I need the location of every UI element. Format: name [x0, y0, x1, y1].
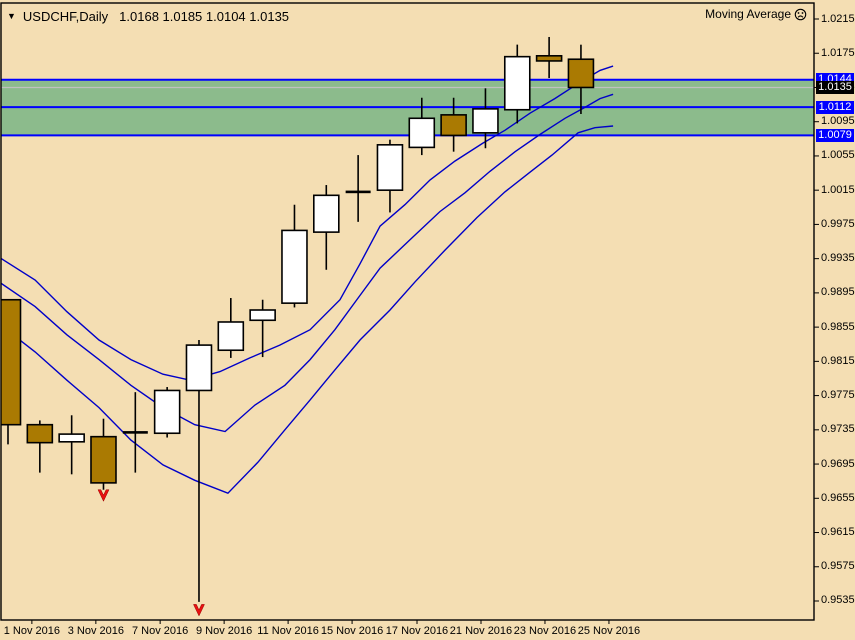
ma-lines-group	[1, 65, 614, 495]
x-axis-label: 7 Nov 2016	[132, 625, 189, 637]
x-axis-label: 15 Nov 2016	[320, 625, 384, 637]
y-axis-label: 0.9815	[821, 354, 855, 367]
candle-body-bull	[153, 389, 181, 435]
x-axis-label: 21 Nov 2016	[449, 625, 513, 637]
x-axis-label: 1 Nov 2016	[3, 625, 60, 637]
y-axis-label: 0.9975	[821, 217, 855, 230]
sell-arrow	[97, 489, 110, 502]
y-axis-label: 0.9655	[821, 491, 855, 504]
symbol-period-label: USDCHF,Daily	[22, 9, 109, 24]
candle-body-bear	[90, 435, 117, 484]
candle-body-bear	[26, 423, 54, 444]
y-axis-label: 1.0055	[821, 149, 855, 162]
ma-middle	[1, 93, 614, 433]
x-axis-label: 25 Nov 2016	[577, 625, 641, 637]
ma-upper	[1, 65, 614, 381]
candle-body-bull	[312, 194, 340, 233]
chart-border	[0, 2, 815, 621]
sell-arrow	[193, 604, 205, 617]
candle-body-bear	[567, 58, 595, 89]
candle-body-bull	[58, 433, 85, 443]
y-axis-label: 0.9895	[821, 286, 855, 299]
price-badge: 1.0079	[816, 128, 854, 142]
ma-lower	[1, 125, 614, 495]
candle-body-bull	[249, 309, 276, 322]
candle-body-bull	[503, 55, 531, 111]
indicator-name-label: Moving Average	[705, 7, 791, 21]
y-axis-label: 0.9935	[821, 252, 855, 265]
candle-body-bull	[281, 229, 308, 304]
x-axis-label: 11 Nov 2016	[257, 625, 319, 637]
chevron-down-icon: ▼	[7, 11, 16, 21]
candle-body-bull	[408, 117, 436, 149]
candle-body-bear	[535, 55, 563, 62]
y-axis-label: 0.9735	[821, 423, 855, 436]
candle-body-bull	[217, 321, 245, 352]
y-axis-label: 0.9575	[821, 560, 855, 573]
price-badge: 1.0135	[816, 80, 854, 94]
y-axis-label: 1.0175	[821, 46, 855, 59]
candles-group	[1, 36, 595, 602]
x-axis-label: 17 Nov 2016	[385, 625, 449, 637]
indicator-label: Moving Average	[705, 7, 807, 21]
x-axis-label: 9 Nov 2016	[195, 625, 253, 637]
y-axis-label: 1.0015	[821, 183, 855, 196]
candle-body-bull	[185, 344, 213, 392]
x-axis-label: 3 Nov 2016	[67, 625, 124, 637]
y-axis-label: 0.9615	[821, 526, 855, 539]
y-axis-label: 0.9775	[821, 389, 855, 402]
y-axis-label: 0.9695	[821, 457, 855, 470]
candle-body-bear	[440, 114, 467, 137]
ohlc-readout: 1.0168 1.0185 1.0104 1.0135	[119, 9, 290, 24]
y-axis-label: 0.9855	[821, 320, 855, 333]
candle-body-bear	[1, 298, 22, 426]
y-axis-label: 1.0215	[821, 12, 855, 25]
candle-body-bull	[376, 144, 404, 191]
y-axis-label: 0.9535	[821, 594, 855, 607]
doji-bar	[122, 431, 148, 434]
price-badge: 1.0112	[816, 100, 854, 114]
x-axis-label: 23 Nov 2016	[513, 625, 577, 637]
y-axis-label: 1.0095	[821, 115, 855, 128]
candle-body-bull	[472, 108, 499, 134]
chart-title: ▼ USDCHF,Daily 1.0168 1.0185 1.0104 1.01…	[7, 9, 289, 24]
doji-bar	[345, 190, 371, 194]
sad-face-icon	[794, 8, 807, 20]
